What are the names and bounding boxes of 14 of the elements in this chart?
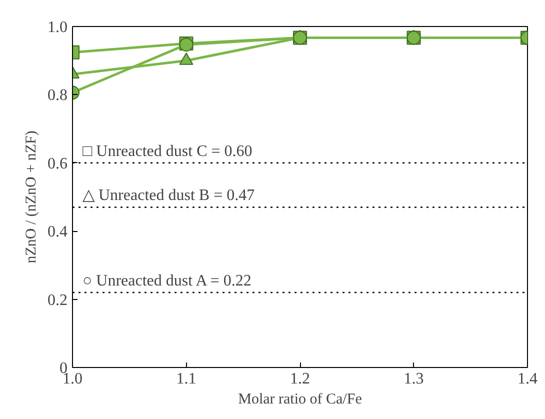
ref-line-label: ○ Unreacted dust A = 0.22	[82, 272, 252, 290]
ref-line-label: □ Unreacted dust C = 0.60	[82, 142, 252, 160]
y-tick-label: 0.8	[48, 87, 68, 104]
x-tick-label: 1.1	[176, 370, 196, 388]
y-tick-label: 1.0	[48, 19, 68, 36]
y-axis-title: nZnO / (nZnO + nZF)	[24, 130, 40, 264]
x-tick-label: 1.2	[290, 370, 310, 388]
y-tick-label: 0.6	[48, 155, 68, 172]
y-tick-label: 0.4	[48, 224, 68, 241]
x-tick-label: 1.3	[404, 370, 424, 388]
x-tick-label: 1.4	[518, 370, 538, 388]
x-axis-title: Molar ratio of Ca/Fe	[238, 392, 362, 408]
ref-line-label: △ Unreacted dust B = 0.47	[82, 187, 255, 204]
y-tick-label: 0.2	[48, 292, 68, 309]
